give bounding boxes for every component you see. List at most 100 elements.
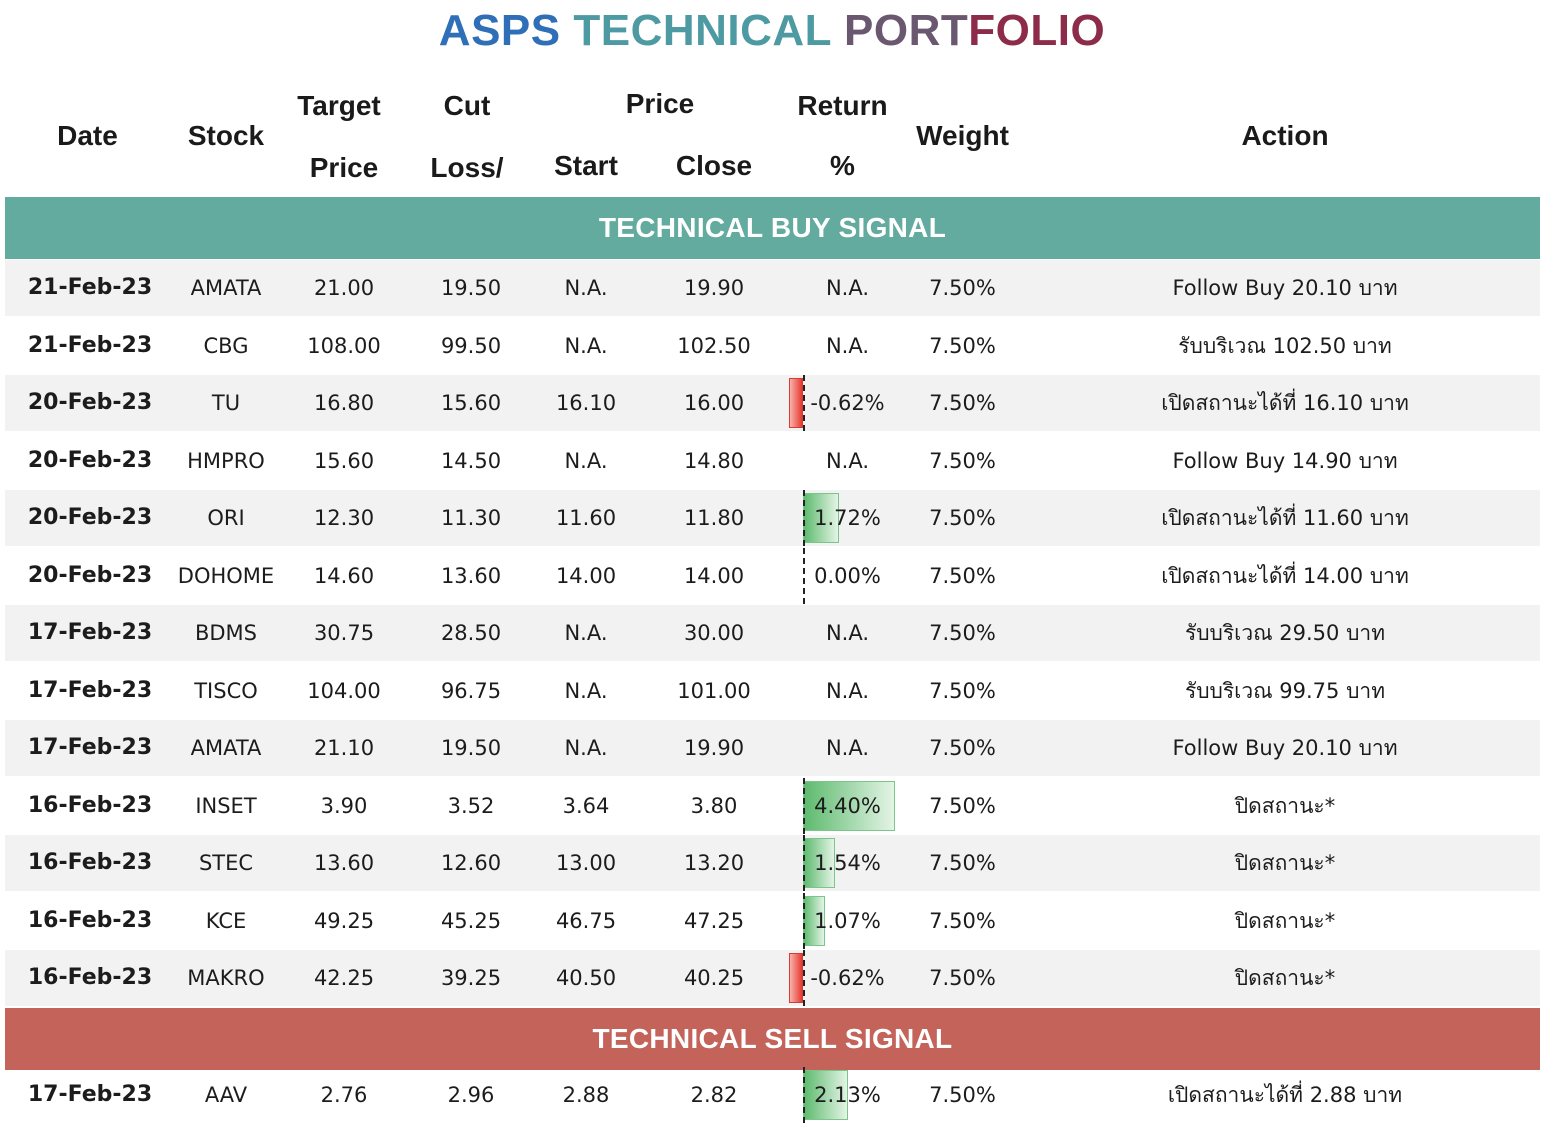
- stock-cell: HMPRO: [187, 448, 265, 473]
- action-cell: เปิดสถานะได้ที่ 14.00 บาท: [1161, 563, 1409, 588]
- close-price-cell: 40.25: [683, 966, 745, 990]
- return-zero-axis: [803, 950, 805, 1006]
- return-data-bar: [789, 953, 803, 1003]
- cut-loss-cell: 45.25: [440, 908, 502, 933]
- return-cell: 1.54%: [814, 851, 881, 875]
- table-row: 17-Feb-23 AAV 2.76 2.96 2.88 2.82 2.13% 7.50% เป…: [5, 1067, 1540, 1123]
- return-data-bar: [803, 1070, 848, 1120]
- action-cell: ปิดสถานะ*: [1234, 966, 1336, 990]
- start-price-cell: N.A.: [564, 736, 608, 760]
- return-data-bar: [803, 780, 896, 831]
- header-close: Close: [675, 150, 753, 181]
- weight-cell: 7.50%: [929, 966, 996, 990]
- target-price-cell: 21.00: [313, 276, 375, 300]
- close-price-cell: 19.90: [683, 276, 745, 300]
- action-cell: รับบริเวณ 102.50 บาท: [1178, 333, 1392, 358]
- stock-cell: STEC: [198, 851, 254, 875]
- action-cell: เปิดสถานะได้ที่ 16.10 บาท: [1161, 391, 1409, 415]
- return-cell: -0.62%: [810, 966, 885, 990]
- header-start: Start: [554, 150, 618, 181]
- stock-cell: ORI: [207, 506, 245, 530]
- target-price-cell: 15.60: [313, 448, 375, 473]
- return-cell: 1.72%: [814, 506, 881, 530]
- weight-cell: 7.50%: [929, 793, 996, 818]
- cut-loss-cell: 15.60: [440, 391, 502, 415]
- cut-loss-cell: 13.60: [440, 563, 502, 588]
- action-cell: ปิดสถานะ*: [1234, 851, 1336, 875]
- stock-cell: AAV: [204, 1083, 248, 1107]
- return-cell: N.A.: [825, 448, 870, 473]
- table-row: 16-Feb-23 INSET 3.90 3.52 3.64 3.80 4.40% 7.50%…: [5, 777, 1540, 834]
- target-price-cell: 49.25: [313, 908, 375, 933]
- close-price-cell: 47.25: [683, 908, 745, 933]
- close-price-cell: 14.00: [683, 563, 745, 588]
- stock-cell: TU: [211, 391, 241, 415]
- stock-cell: BDMS: [194, 621, 258, 645]
- weight-cell: 7.50%: [929, 1083, 996, 1107]
- weight-cell: 7.50%: [929, 851, 996, 875]
- stock-cell: MAKRO: [187, 966, 265, 990]
- weight-cell: 7.50%: [929, 448, 996, 473]
- cut-loss-cell: 12.60: [440, 851, 502, 875]
- stock-cell: TISCO: [194, 678, 258, 703]
- action-cell: รับบริเวณ 99.75 บาท: [1184, 678, 1386, 703]
- target-price-cell: 108.00: [307, 333, 381, 358]
- start-price-cell: N.A.: [564, 333, 608, 358]
- close-price-cell: 11.80: [683, 506, 745, 530]
- return-cell: 0.00%: [814, 563, 881, 588]
- header-return-line1: Return: [797, 90, 888, 121]
- action-cell: Follow Buy 20.10 บาท: [1172, 736, 1398, 760]
- date-cell: 21-Feb-23: [27, 275, 153, 300]
- table-row: 20-Feb-23 TU 16.80 15.60 16.10 16.00 -0.62% 7.5…: [5, 375, 1540, 431]
- table-row: 16-Feb-23 MAKRO 42.25 39.25 40.50 40.25 -0.62%…: [5, 950, 1540, 1006]
- date-cell: 17-Feb-23: [27, 620, 153, 645]
- date-cell: 17-Feb-23: [27, 735, 153, 760]
- weight-cell: 7.50%: [929, 563, 996, 588]
- close-price-cell: 13.20: [683, 851, 745, 875]
- action-cell: เปิดสถานะได้ที่ 2.88 บาท: [1167, 1083, 1403, 1107]
- title-word-4: FOLIO: [968, 6, 1106, 55]
- stock-cell: DOHOME: [177, 563, 275, 588]
- table-row: 20-Feb-23 HMPRO 15.60 14.50 N.A. 14.80 N.A. 7.5…: [5, 433, 1540, 489]
- start-price-cell: 2.88: [562, 1083, 610, 1107]
- header-price: Price: [625, 88, 695, 119]
- return-data-bar: [789, 378, 803, 428]
- weight-cell: 7.50%: [929, 506, 996, 530]
- cut-loss-cell: 99.50: [440, 333, 502, 358]
- start-price-cell: N.A.: [564, 621, 608, 645]
- return-zero-axis: [803, 490, 805, 546]
- stock-cell: AMATA: [190, 736, 262, 760]
- table-row: 20-Feb-23 DOHOME 14.60 13.60 14.00 14.00 0.00%…: [5, 547, 1540, 604]
- target-price-cell: 14.60: [313, 563, 375, 588]
- cut-loss-cell: 14.50: [440, 448, 502, 473]
- return-cell: N.A.: [825, 736, 870, 760]
- return-cell: 2.13%: [814, 1083, 881, 1107]
- weight-cell: 7.50%: [929, 621, 996, 645]
- title-word-2: TECHNICAL: [573, 6, 832, 55]
- start-price-cell: 13.00: [555, 851, 617, 875]
- header-date: Date: [57, 120, 118, 151]
- target-price-cell: 2.76: [320, 1083, 368, 1107]
- weight-cell: 7.50%: [929, 678, 996, 703]
- close-price-cell: 16.00: [683, 391, 745, 415]
- cut-loss-cell: 3.52: [447, 793, 495, 818]
- close-price-cell: 102.50: [677, 333, 751, 358]
- target-price-cell: 3.90: [320, 793, 368, 818]
- weight-cell: 7.50%: [929, 391, 996, 415]
- date-cell: 16-Feb-23: [27, 792, 153, 818]
- buy-signal-band: TECHNICAL BUY SIGNAL: [5, 197, 1540, 259]
- date-cell: 16-Feb-23: [27, 965, 153, 990]
- table-row: 17-Feb-23 TISCO 104.00 96.75 N.A. 101.00 N.A. 7…: [5, 663, 1540, 719]
- start-price-cell: N.A.: [564, 678, 608, 703]
- action-cell: เปิดสถานะได้ที่ 11.60 บาท: [1161, 506, 1409, 530]
- header-target-line2: Price: [309, 152, 379, 183]
- weight-cell: 7.50%: [929, 908, 996, 933]
- return-cell: N.A.: [825, 276, 870, 300]
- target-price-cell: 13.60: [313, 851, 375, 875]
- action-cell: ปิดสถานะ*: [1234, 908, 1336, 933]
- start-price-cell: 46.75: [555, 908, 617, 933]
- table-row: 16-Feb-23 STEC 13.60 12.60 13.00 13.20 1.54% 7.…: [5, 835, 1540, 891]
- close-price-cell: 30.00: [683, 621, 745, 645]
- weight-cell: 7.50%: [929, 736, 996, 760]
- target-price-cell: 104.00: [307, 678, 381, 703]
